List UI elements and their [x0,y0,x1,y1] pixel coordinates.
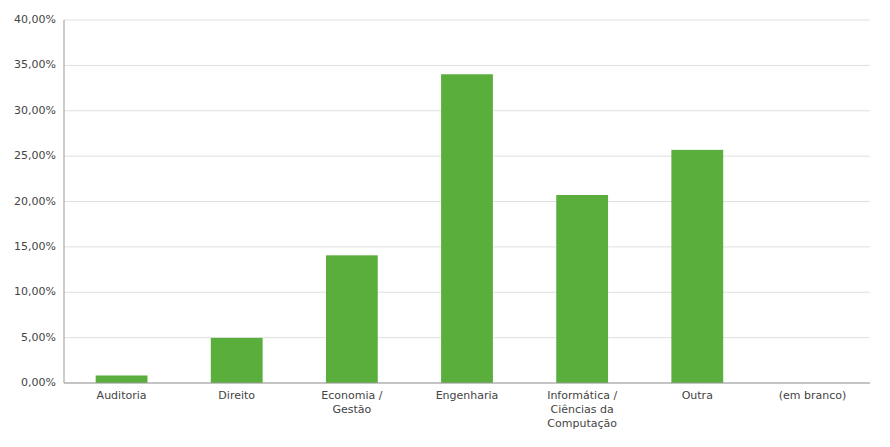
y-tick-label: 10,00% [14,285,56,298]
x-tick-label: Auditoria [97,389,147,402]
y-tick-label: 20,00% [14,195,56,208]
y-tick-label: 35,00% [14,58,56,71]
y-axis-line [64,20,65,383]
y-tick-label: 15,00% [14,240,56,253]
chart-container: 0,00% 5,00% 10,00% 15,00% 20,00% 25,00% 30,00%… [0,0,890,447]
y-tick-label: 5,00% [21,331,56,344]
y-axis: 0,00% 5,00% 10,00% 15,00% 20,00% 25,00% 30,00%… [14,13,56,389]
x-tick-label: (em branco) [779,389,847,402]
bar [211,338,263,383]
x-tick-label: Economia /Gestão [321,389,382,416]
x-tick-label: Outra [682,389,713,402]
x-tick-label: Informática /Ciências daComputação [547,389,617,430]
x-axis-line [64,383,870,384]
grid [64,20,870,383]
bar [96,375,148,383]
x-tick-label: Engenharia [436,389,499,402]
x-tick-label: Direito [218,389,255,402]
y-tick-label: 40,00% [14,13,56,26]
y-tick-label: 25,00% [14,149,56,162]
y-tick-label: 0,00% [21,376,56,389]
grid-line [64,20,870,21]
chart: 0,00% 5,00% 10,00% 15,00% 20,00% 25,00% 30,00%… [0,0,890,447]
bar [556,195,608,383]
bars [96,74,724,383]
grid-line [64,383,870,384]
y-tick-label: 30,00% [14,104,56,117]
grid-line [64,65,870,66]
bar [326,255,378,383]
x-axis: Auditoria Direito Economia /Gestão Engenhar… [97,389,847,430]
bar [441,74,493,383]
bar [671,150,723,383]
